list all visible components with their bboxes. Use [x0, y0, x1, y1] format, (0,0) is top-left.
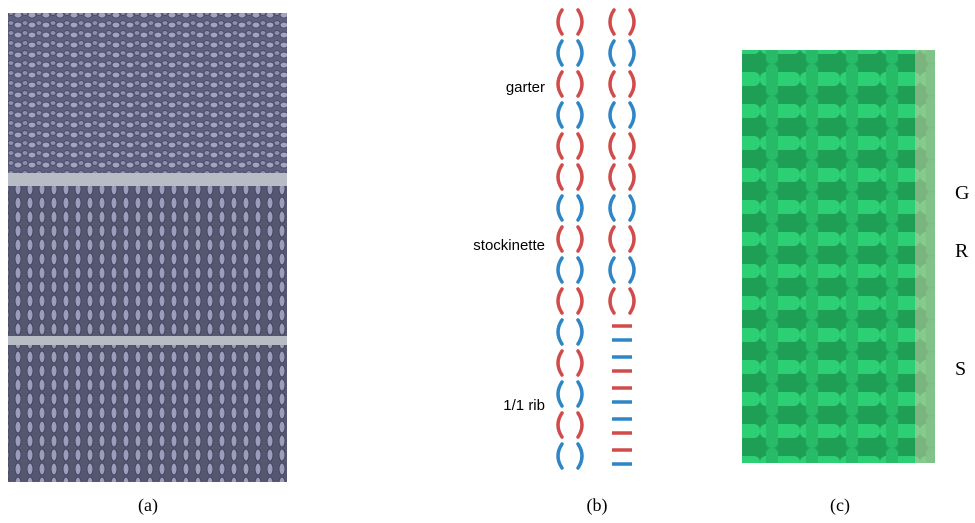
- stitch-stroke: [576, 132, 584, 160]
- stitch-stroke: [608, 8, 616, 36]
- stitch-stroke: [628, 132, 636, 160]
- stitch-stroke: [628, 256, 636, 284]
- row-label: S: [955, 358, 966, 380]
- stitch-stroke: [576, 349, 584, 377]
- stitch-stroke: [556, 101, 564, 129]
- stitch-stroke: [628, 8, 636, 36]
- panel-caption: (c): [830, 495, 850, 516]
- stitch-diagram: [556, 8, 636, 470]
- stitch-stroke: [556, 287, 564, 315]
- stitch-stroke: [608, 225, 616, 253]
- stitch-stroke: [576, 194, 584, 222]
- stitch-stroke: [556, 194, 564, 222]
- stitch-stroke: [628, 101, 636, 129]
- stitch-stroke: [628, 194, 636, 222]
- stitch-stroke: [576, 380, 584, 408]
- row-label: garter: [506, 79, 545, 96]
- stitch-stroke: [628, 39, 636, 67]
- panel-caption: (a): [138, 495, 158, 516]
- stitch-stroke: [608, 101, 616, 129]
- stitch-stroke: [556, 39, 564, 67]
- stitch-stroke: [556, 380, 564, 408]
- stitch-stroke: [556, 163, 564, 191]
- stitch-stroke: [576, 70, 584, 98]
- stitch-stroke: [556, 442, 564, 470]
- stitch-stroke: [608, 256, 616, 284]
- stitch-stroke: [576, 442, 584, 470]
- stitch-stroke: [556, 132, 564, 160]
- photo-c: [742, 50, 935, 463]
- stitch-stroke: [608, 287, 616, 315]
- stitch-stroke: [608, 70, 616, 98]
- stitch-stroke: [628, 225, 636, 253]
- stitch-stroke: [556, 318, 564, 346]
- stitch-stroke: [576, 101, 584, 129]
- stitch-stroke: [576, 8, 584, 36]
- stitch-stroke: [576, 163, 584, 191]
- stitch-stroke: [556, 8, 564, 36]
- photo-a: [8, 13, 287, 482]
- stitch-stroke: [576, 225, 584, 253]
- stitch-stroke: [556, 70, 564, 98]
- stitch-stroke: [556, 349, 564, 377]
- row-label: R: [955, 240, 969, 262]
- stitch-stroke: [608, 194, 616, 222]
- panel-caption: (b): [587, 495, 608, 516]
- stitch-stroke: [608, 163, 616, 191]
- stitch-stroke: [628, 287, 636, 315]
- stitch-stroke: [576, 318, 584, 346]
- stitch-stroke: [556, 411, 564, 439]
- row-label: G: [955, 182, 969, 204]
- stitch-stroke: [576, 287, 584, 315]
- stitch-stroke: [556, 256, 564, 284]
- stitch-stroke: [608, 39, 616, 67]
- stitch-stroke: [576, 256, 584, 284]
- stitch-stroke: [628, 163, 636, 191]
- stitch-stroke: [556, 225, 564, 253]
- stitch-stroke: [628, 70, 636, 98]
- row-label: 1/1 rib: [503, 397, 545, 414]
- stitch-stroke: [608, 132, 616, 160]
- row-label: stockinette: [473, 237, 545, 254]
- stitch-stroke: [576, 411, 584, 439]
- stitch-stroke: [576, 39, 584, 67]
